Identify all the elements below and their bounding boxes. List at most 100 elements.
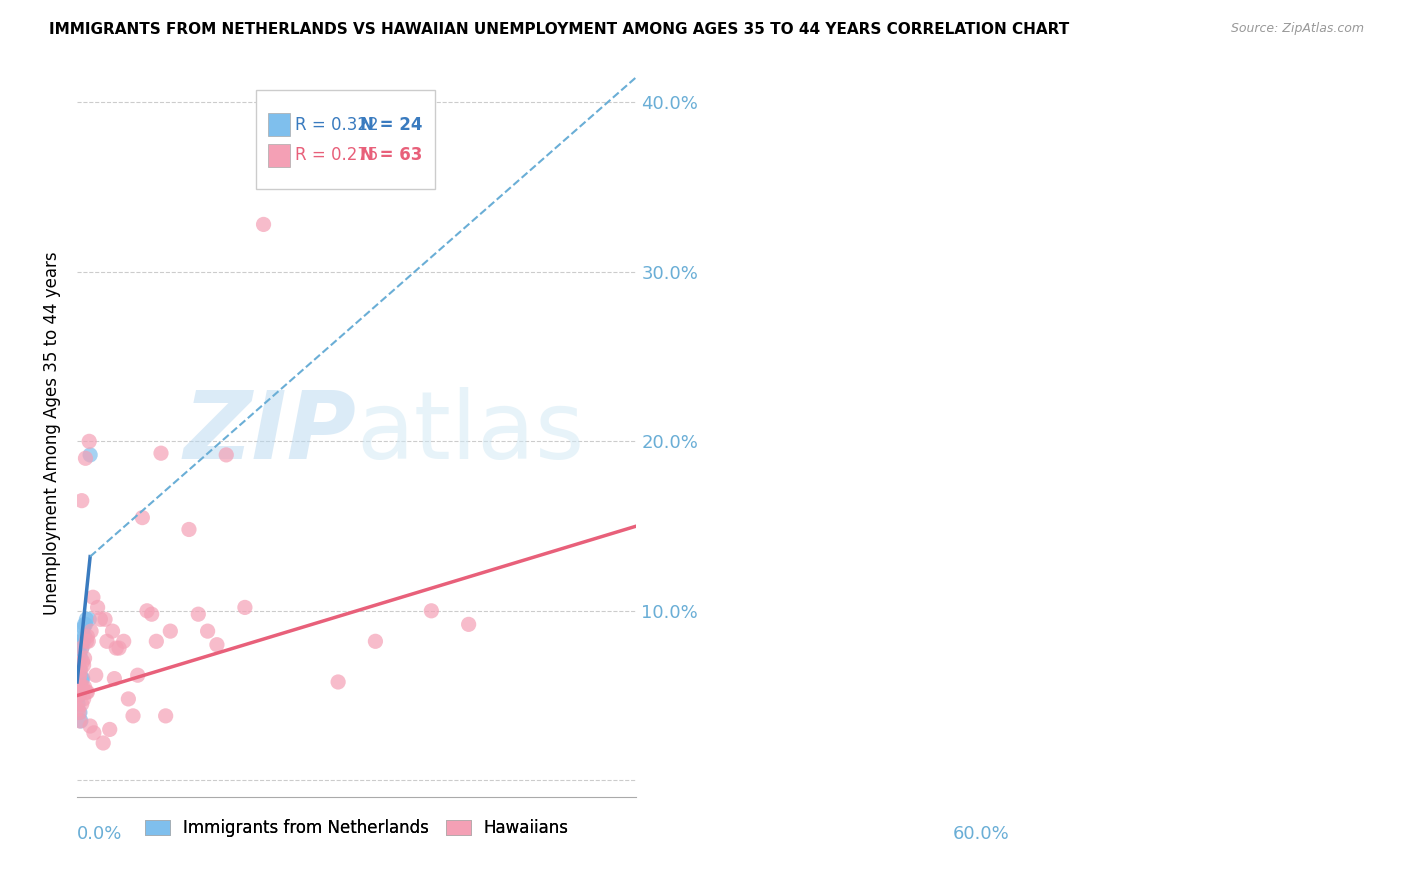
Text: Source: ZipAtlas.com: Source: ZipAtlas.com <box>1230 22 1364 36</box>
Point <box>80 624 103 639</box>
Point <box>66 689 89 703</box>
Point <box>70 672 93 686</box>
Point <box>83 726 105 740</box>
Point <box>76 629 98 643</box>
Point <box>70 493 93 508</box>
Point <box>205 638 228 652</box>
Point <box>82 591 104 605</box>
Point <box>69 680 91 694</box>
Point <box>73 651 96 665</box>
Point <box>98 723 121 737</box>
Point <box>69 714 91 728</box>
Point <box>155 709 177 723</box>
Point <box>73 617 96 632</box>
Point <box>72 624 94 639</box>
Point <box>70 641 93 656</box>
Point <box>127 668 149 682</box>
Point <box>159 624 181 639</box>
Point <box>252 218 274 232</box>
Point <box>177 523 200 537</box>
Point <box>66 702 89 716</box>
Point <box>326 675 349 690</box>
Point <box>69 663 91 677</box>
Point <box>101 624 124 639</box>
Point <box>73 680 96 694</box>
Point <box>70 641 93 656</box>
Text: IMMIGRANTS FROM NETHERLANDS VS HAWAIIAN UNEMPLOYMENT AMONG AGES 35 TO 44 YEARS C: IMMIGRANTS FROM NETHERLANDS VS HAWAIIAN … <box>49 22 1070 37</box>
Point <box>131 510 153 524</box>
Point <box>77 634 100 648</box>
Point <box>70 634 93 648</box>
Point <box>66 697 89 711</box>
Text: atlas: atlas <box>357 387 585 479</box>
Point <box>117 692 139 706</box>
Point <box>187 607 209 622</box>
Point <box>197 624 219 639</box>
Text: 0.0%: 0.0% <box>77 825 122 843</box>
Bar <box>269 113 290 136</box>
Text: R = 0.322: R = 0.322 <box>295 116 378 134</box>
Point <box>84 668 107 682</box>
Point <box>69 714 91 728</box>
Point <box>72 658 94 673</box>
Point <box>150 446 173 460</box>
Point <box>77 434 100 449</box>
Point <box>141 607 163 622</box>
Text: 60.0%: 60.0% <box>953 825 1010 843</box>
Y-axis label: Unemployment Among Ages 35 to 44 years: Unemployment Among Ages 35 to 44 years <box>44 251 60 615</box>
Point <box>76 685 98 699</box>
Text: ZIP: ZIP <box>184 387 357 479</box>
Point <box>364 634 387 648</box>
Point <box>91 736 114 750</box>
Point <box>72 634 94 648</box>
Point <box>67 672 90 686</box>
Point <box>77 612 100 626</box>
Point <box>69 638 91 652</box>
Point <box>105 641 128 656</box>
Point <box>79 719 101 733</box>
Point <box>215 448 238 462</box>
Legend: Immigrants from Netherlands, Hawaiians: Immigrants from Netherlands, Hawaiians <box>138 813 575 844</box>
Point <box>66 680 89 694</box>
Point <box>112 634 135 648</box>
Point <box>145 634 167 648</box>
Point <box>72 680 94 694</box>
Point <box>67 672 90 686</box>
Point <box>69 706 91 720</box>
Text: N = 24: N = 24 <box>360 116 422 134</box>
Point <box>96 634 118 648</box>
Point <box>108 641 131 656</box>
Point <box>103 672 125 686</box>
Point <box>75 451 97 466</box>
Point <box>67 706 90 720</box>
Point <box>67 655 90 669</box>
Point <box>67 689 90 703</box>
Bar <box>269 144 290 167</box>
Point <box>69 680 91 694</box>
Point <box>72 672 94 686</box>
Text: R = 0.275: R = 0.275 <box>295 146 378 164</box>
Point <box>94 612 117 626</box>
Point <box>457 617 479 632</box>
Point <box>73 629 96 643</box>
Text: N = 63: N = 63 <box>360 146 422 164</box>
Point <box>69 663 91 677</box>
Point <box>70 697 93 711</box>
Point <box>69 646 91 660</box>
Point <box>72 621 94 635</box>
Point <box>72 692 94 706</box>
Point <box>67 685 90 699</box>
Point <box>136 604 159 618</box>
Point <box>79 448 101 462</box>
Point <box>86 600 108 615</box>
Point <box>420 604 443 618</box>
Point <box>75 685 97 699</box>
Point <box>75 634 97 648</box>
Point <box>69 651 91 665</box>
Point <box>122 709 145 723</box>
Point <box>69 668 91 682</box>
FancyBboxPatch shape <box>256 90 434 189</box>
Point <box>72 655 94 669</box>
Point <box>75 617 97 632</box>
Point <box>89 612 111 626</box>
